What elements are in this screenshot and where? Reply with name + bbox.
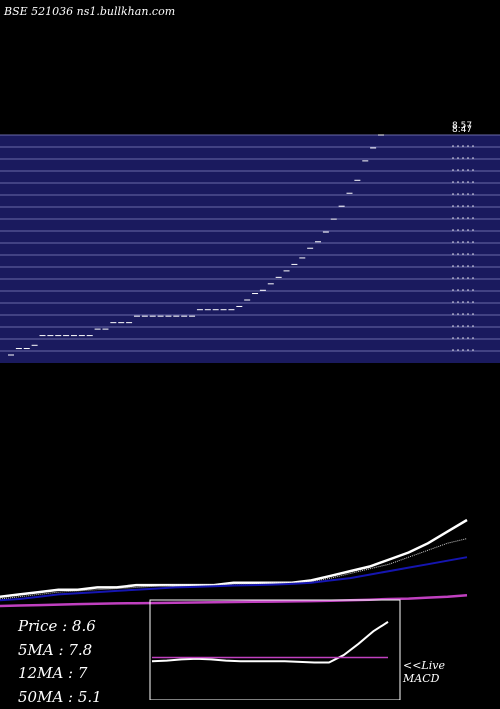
ma50-line <box>0 595 467 606</box>
macd-frame <box>150 600 400 700</box>
ma12-line <box>0 557 467 600</box>
macd-line <box>152 622 388 663</box>
price-label: 8.47 <box>452 125 472 135</box>
live-label: <<Live <box>403 659 445 672</box>
ma12-value: 12MA : 7 <box>18 662 102 686</box>
macd-panel <box>150 600 400 700</box>
price-band-area <box>0 135 500 363</box>
ma5-value: 5MA : 7.8 <box>18 639 102 663</box>
price-value: Price : 8.6 <box>18 615 102 639</box>
moving-average-lines <box>0 520 467 606</box>
live-macd-link[interactable]: <<Live MACD <box>403 659 445 685</box>
chart-header: BSE 521036 ns1.bullkhan.com <box>4 5 175 18</box>
ma50-value: 50MA : 5.1 <box>18 686 102 709</box>
macd-label: MACD <box>403 672 445 685</box>
price-band-background <box>0 135 500 363</box>
stats-panel: Price : 8.6 5MA : 7.8 12MA : 7 50MA : 5.… <box>18 615 102 709</box>
